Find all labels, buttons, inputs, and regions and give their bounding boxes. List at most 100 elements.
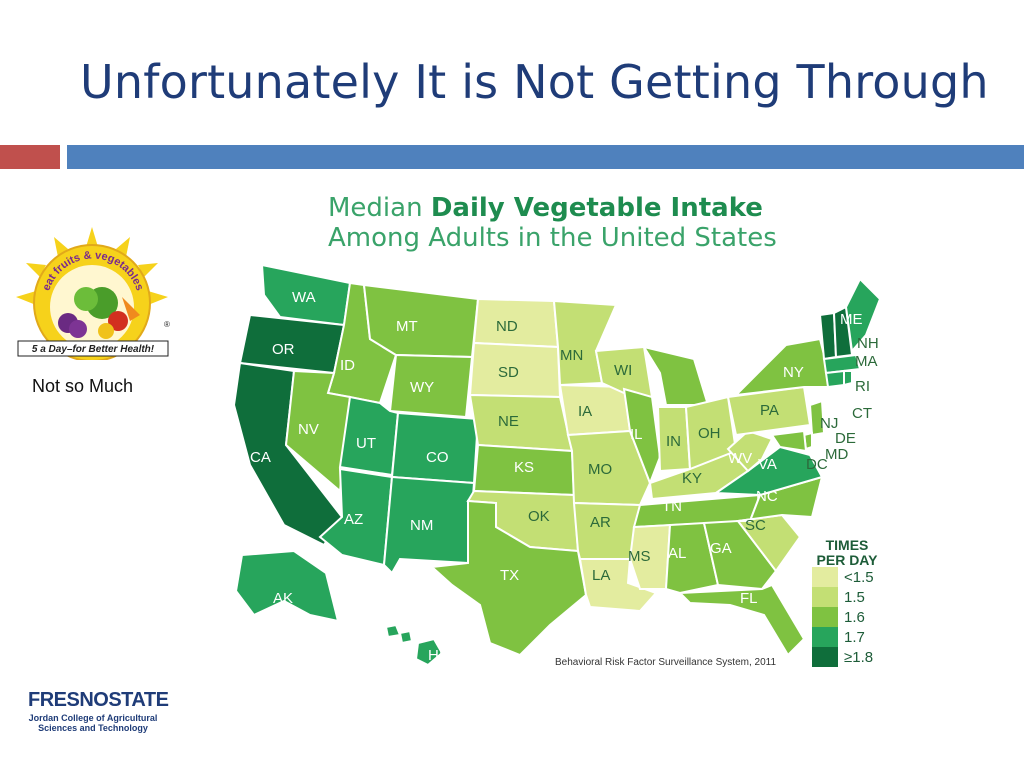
map-title-bold: Daily Vegetable Intake bbox=[430, 193, 763, 223]
legend-label: 1.7 bbox=[844, 628, 865, 646]
state-me bbox=[844, 277, 882, 354]
label-ok: OK bbox=[528, 508, 550, 525]
label-ca: CA bbox=[250, 449, 271, 466]
state-ri bbox=[843, 370, 853, 387]
institution-name-part1: FRESNO bbox=[28, 689, 109, 711]
institution-name: FRESNOSTATE bbox=[28, 689, 169, 711]
title-rule-bar bbox=[67, 145, 1024, 169]
label-ar: AR bbox=[590, 514, 611, 531]
legend-title-line1: TIMES bbox=[825, 537, 869, 553]
label-nc: NC bbox=[756, 488, 778, 505]
map-source: Behavioral Risk Factor Surveillance Syst… bbox=[555, 657, 777, 668]
label-wi: WI bbox=[614, 362, 633, 379]
label-va: VA bbox=[758, 456, 777, 473]
legend-swatch bbox=[812, 647, 838, 668]
legend-row: <1.5 bbox=[812, 567, 882, 588]
state-hi-2 bbox=[384, 623, 402, 639]
label-me: ME bbox=[840, 311, 863, 328]
label-nh: NH bbox=[857, 335, 879, 352]
label-mo: MO bbox=[588, 461, 613, 478]
label-mt: MT bbox=[396, 318, 418, 335]
label-nj: NJ bbox=[820, 415, 839, 432]
label-ms: MS bbox=[628, 548, 651, 565]
label-id: ID bbox=[340, 357, 355, 374]
label-sc: SC bbox=[745, 517, 766, 534]
label-co: CO bbox=[426, 449, 449, 466]
state-ia bbox=[558, 383, 632, 437]
map-legend: TIMES PER DAY <1.5 1.5 1.6 1.7 ≥1.8 bbox=[812, 538, 882, 668]
label-ne: NE bbox=[498, 413, 519, 430]
label-in: IN bbox=[666, 433, 681, 450]
state-ga bbox=[702, 519, 778, 591]
label-ak: AK bbox=[273, 590, 294, 607]
label-az: AZ bbox=[344, 511, 364, 528]
state-ne bbox=[468, 393, 574, 453]
badge-tagline: 5 a Day–for Better Health! bbox=[32, 344, 155, 355]
legend-row: 1.5 bbox=[812, 587, 882, 608]
label-sd: SD bbox=[498, 364, 519, 381]
state-hi bbox=[414, 637, 444, 667]
state-nj bbox=[808, 399, 826, 437]
label-tx: TX bbox=[500, 567, 520, 584]
label-ny: NY bbox=[783, 364, 804, 381]
label-wy: WY bbox=[410, 379, 435, 396]
fruits-vegetables-logo-icon: 5 a Day–for Better Health! ® eat fruits … bbox=[16, 227, 170, 360]
state-ma bbox=[822, 353, 862, 375]
legend-row: 1.6 bbox=[812, 607, 882, 628]
state-ak bbox=[234, 549, 340, 623]
slide-title: Unfortunately It is Not Getting Through bbox=[80, 55, 989, 109]
state-fl bbox=[677, 583, 806, 657]
label-oh: OH bbox=[698, 425, 721, 442]
legend-label: 1.5 bbox=[844, 588, 865, 606]
label-ri: RI bbox=[855, 378, 870, 395]
us-vegetable-intake-map bbox=[232, 263, 882, 667]
label-dc: DC bbox=[806, 456, 828, 473]
state-ms bbox=[628, 523, 672, 590]
label-al: AL bbox=[668, 545, 687, 562]
label-ma: MA bbox=[855, 353, 878, 370]
map-title-prefix: Median bbox=[328, 193, 431, 223]
label-ia: IA bbox=[578, 403, 593, 420]
legend-title: TIMES PER DAY bbox=[812, 538, 882, 567]
state-ct bbox=[824, 369, 845, 389]
label-wv: WV bbox=[728, 450, 753, 467]
label-de: DE bbox=[835, 430, 856, 447]
label-ga: GA bbox=[710, 540, 732, 557]
legend-rows: <1.5 1.5 1.6 1.7 ≥1.8 bbox=[812, 567, 882, 668]
label-la: LA bbox=[592, 567, 611, 584]
label-md: MD bbox=[825, 446, 849, 463]
label-pa: PA bbox=[760, 402, 779, 419]
state-co bbox=[390, 411, 480, 485]
legend-swatch bbox=[812, 567, 838, 588]
state-mi bbox=[641, 345, 710, 406]
label-ks: KS bbox=[514, 459, 535, 476]
label-wa: WA bbox=[292, 289, 316, 306]
legend-title-line2: PER DAY bbox=[816, 551, 878, 568]
state-tx bbox=[429, 499, 588, 657]
state-hi-3 bbox=[398, 629, 414, 645]
legend-row: ≥1.8 bbox=[812, 647, 882, 668]
legend-label: ≥1.8 bbox=[844, 648, 874, 666]
title-rule-accent bbox=[0, 145, 60, 169]
label-nm: NM bbox=[410, 517, 434, 534]
state-al bbox=[664, 521, 720, 595]
legend-label: 1.6 bbox=[844, 608, 865, 626]
label-vt: VT bbox=[792, 311, 812, 328]
legend-swatch bbox=[812, 627, 838, 648]
label-or: OR bbox=[272, 341, 295, 358]
badge-caption: Not so Much bbox=[32, 376, 134, 396]
state-mt bbox=[362, 283, 480, 359]
label-nv: NV bbox=[298, 421, 319, 438]
label-nd: ND bbox=[496, 318, 518, 335]
state-md bbox=[770, 429, 808, 453]
label-mn: MN bbox=[560, 347, 584, 364]
legend-row: 1.7 bbox=[812, 627, 882, 648]
label-fl: FL bbox=[740, 590, 758, 607]
institution-name-part2: STATE bbox=[108, 689, 169, 711]
label-il: IL bbox=[630, 426, 643, 443]
state-wy bbox=[388, 353, 474, 419]
legend-swatch bbox=[812, 587, 838, 608]
label-tn: TN bbox=[662, 498, 682, 515]
state-il bbox=[622, 387, 662, 486]
label-ut: UT bbox=[356, 435, 376, 452]
